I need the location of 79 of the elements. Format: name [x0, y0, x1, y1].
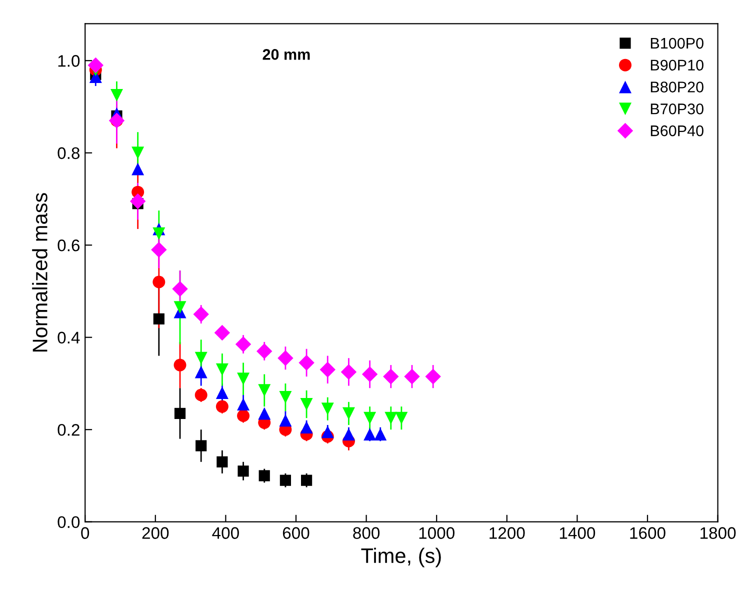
- x-tick-label: 400: [212, 527, 239, 539]
- point: [216, 456, 228, 468]
- point: [237, 372, 250, 386]
- point: [279, 414, 292, 427]
- x-tick-label: 0: [81, 527, 90, 539]
- point: [132, 146, 144, 160]
- point: [151, 242, 167, 258]
- point: [194, 366, 208, 378]
- point: [174, 301, 186, 314]
- point: [279, 391, 292, 404]
- point: [172, 281, 188, 297]
- point: [280, 474, 292, 486]
- point: [362, 366, 378, 382]
- x-axis-title: Time, (s): [361, 548, 441, 568]
- point: [110, 88, 123, 102]
- point: [395, 412, 408, 424]
- point: [174, 408, 186, 420]
- x-tick-label: 800: [353, 527, 380, 539]
- legend-label: B90P10: [650, 60, 704, 71]
- point: [364, 412, 376, 424]
- point: [278, 350, 294, 366]
- point: [235, 336, 252, 352]
- point: [364, 428, 376, 440]
- point: [132, 162, 144, 176]
- point: [153, 313, 164, 324]
- point: [237, 398, 250, 410]
- point: [425, 368, 441, 384]
- y-tick-label: 0.2: [58, 424, 80, 436]
- point: [194, 352, 208, 364]
- point: [216, 400, 228, 413]
- point: [258, 384, 271, 397]
- point: [342, 428, 355, 440]
- point: [321, 402, 334, 416]
- x-tick-label: 1800: [700, 527, 736, 539]
- point: [320, 362, 336, 378]
- y-tick-label: 0.8: [58, 147, 80, 160]
- annotation: 20 mm: [262, 49, 310, 60]
- point: [340, 364, 357, 380]
- y-tick-label: 0.4: [58, 332, 80, 344]
- point: [193, 306, 209, 322]
- point: [196, 440, 207, 452]
- point: [321, 426, 334, 438]
- x-tick-label: 1400: [560, 527, 596, 539]
- legend-label: B100P0: [650, 38, 704, 49]
- y-tick-label: 0.0: [58, 516, 80, 528]
- point: [194, 388, 208, 402]
- y-axis-title: Normalized mass: [32, 193, 48, 352]
- point: [374, 428, 387, 440]
- point: [342, 407, 355, 420]
- point: [130, 193, 146, 210]
- point: [152, 227, 166, 240]
- point: [238, 466, 249, 477]
- x-tick-label: 1000: [419, 527, 454, 539]
- point: [300, 474, 312, 486]
- point: [258, 407, 271, 420]
- point: [383, 368, 399, 384]
- x-tick-label: 1600: [630, 527, 666, 539]
- x-tick-label: 1200: [490, 527, 525, 539]
- y-tick-label: 1.0: [58, 55, 80, 67]
- point: [384, 412, 398, 424]
- point: [300, 398, 313, 410]
- x-tick-label: 200: [142, 527, 169, 539]
- point: [300, 421, 313, 434]
- point: [88, 57, 104, 74]
- legend-label: B80P20: [650, 82, 704, 92]
- x-tick-label: 600: [282, 527, 310, 539]
- point: [258, 470, 270, 482]
- point: [174, 358, 186, 372]
- point: [298, 354, 314, 371]
- point: [152, 276, 166, 288]
- point: [214, 324, 230, 341]
- point: [256, 343, 272, 360]
- y-tick-label: 0.6: [58, 240, 80, 252]
- point: [216, 363, 228, 376]
- point: [404, 368, 420, 384]
- point: [216, 386, 228, 399]
- legend-label: B60P40: [650, 125, 704, 136]
- point: [237, 410, 250, 422]
- legend-label: B70P30: [650, 104, 704, 114]
